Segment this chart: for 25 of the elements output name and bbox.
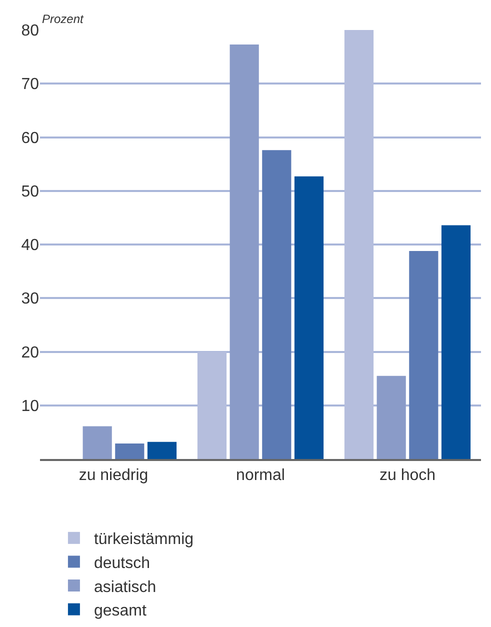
bar bbox=[294, 176, 324, 459]
bar bbox=[230, 44, 259, 459]
y-axis-title: Prozent bbox=[42, 12, 84, 26]
bar bbox=[409, 250, 438, 459]
y-tick-label: 10 bbox=[21, 398, 40, 415]
y-tick-label: 40 bbox=[21, 237, 40, 254]
legend-label: asiatisch bbox=[94, 578, 156, 596]
bar bbox=[376, 376, 406, 459]
y-tick-label: 70 bbox=[21, 76, 40, 94]
y-tick-label: 60 bbox=[21, 130, 40, 147]
legend-label: deutsch bbox=[94, 554, 150, 572]
bar bbox=[262, 150, 292, 459]
x-tick-label: normal bbox=[236, 467, 285, 484]
y-tick-label: 20 bbox=[21, 344, 40, 362]
bar bbox=[115, 443, 144, 459]
x-tick-label: zu hoch bbox=[379, 467, 436, 484]
y-tick-label: 50 bbox=[21, 183, 40, 200]
legend-label: gesamt bbox=[94, 602, 147, 620]
bar bbox=[147, 442, 177, 459]
y-tick-label: 30 bbox=[21, 290, 40, 308]
bar bbox=[82, 426, 112, 459]
bar bbox=[441, 225, 471, 459]
y-tick-label: 80 bbox=[21, 22, 40, 40]
x-tick-label: zu niedrig bbox=[78, 467, 148, 484]
legend-label: türkeistämmig bbox=[94, 531, 194, 548]
